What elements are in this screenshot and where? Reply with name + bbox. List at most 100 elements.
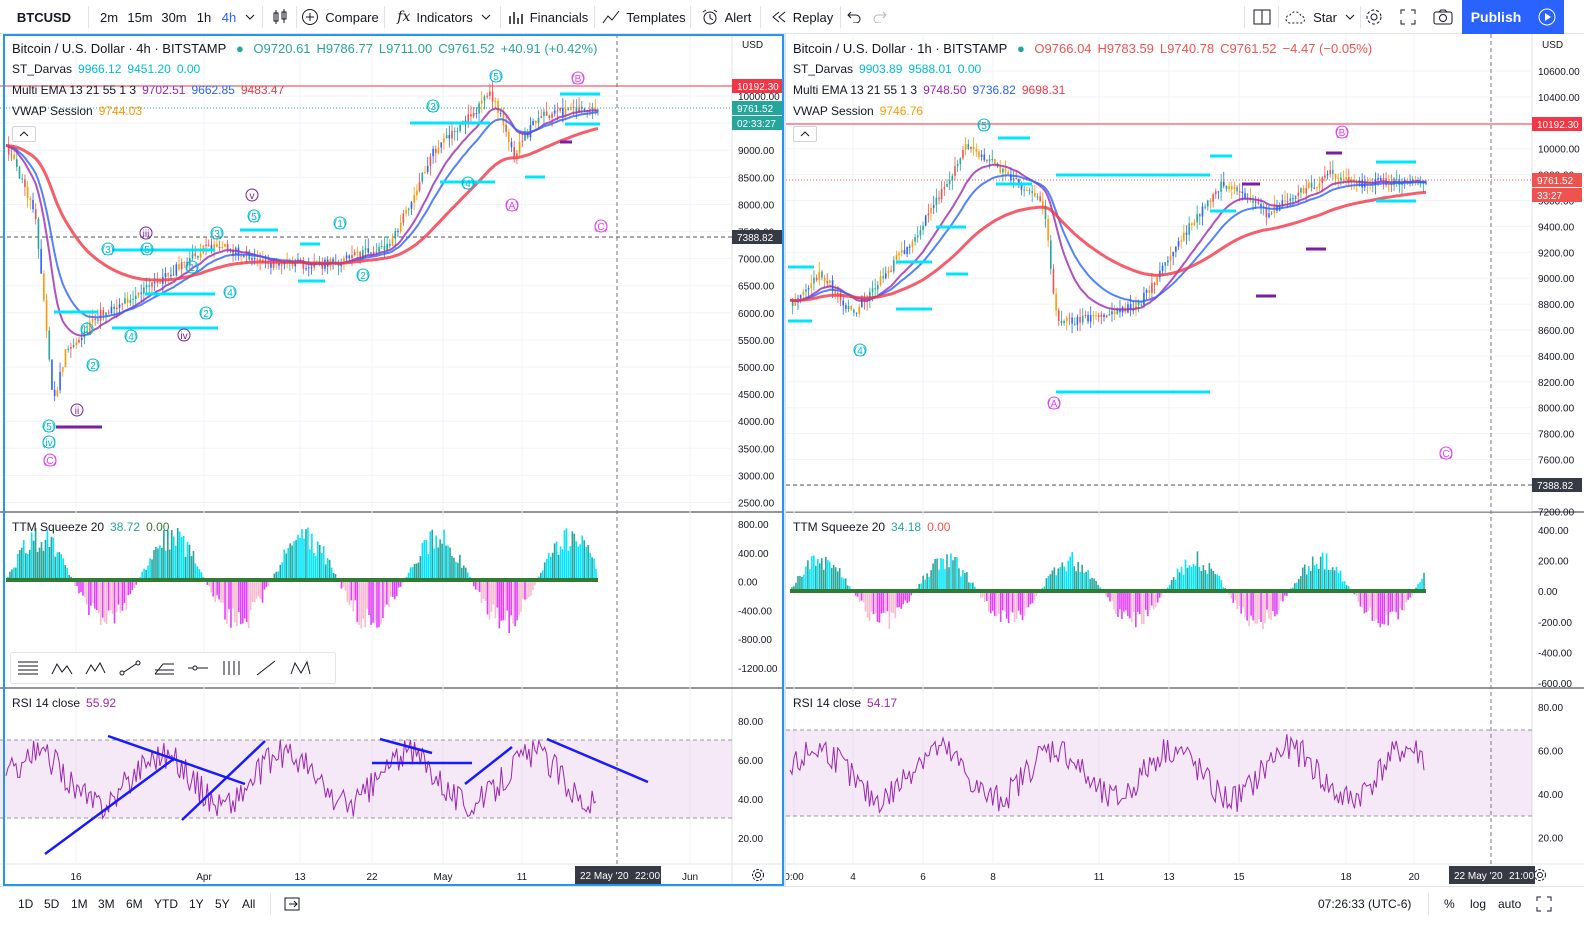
- play-icon[interactable]: [1530, 0, 1564, 34]
- line-tool-icon[interactable]: [249, 653, 283, 683]
- interval-30m[interactable]: 30m: [161, 9, 187, 25]
- left-vwap-legend[interactable]: VWAP Session 9744.03: [12, 104, 148, 118]
- left-ema-legend[interactable]: Multi EMA 13 21 55 1 3 9702.51 9662.85 9483…: [12, 83, 290, 97]
- financials-button[interactable]: Financials: [504, 0, 592, 34]
- price-tick-label: 8000.00: [738, 200, 775, 211]
- candle-body: [1185, 232, 1188, 235]
- right-change: −4.47 (−0.05%): [1282, 41, 1373, 56]
- replay-button[interactable]: Replay: [766, 0, 838, 34]
- undo-icon[interactable]: [844, 0, 864, 34]
- collapse-legend-button[interactable]: [793, 126, 817, 142]
- ttm-tick-label: 400.00: [1538, 526, 1569, 537]
- range-1y[interactable]: 1Y: [189, 897, 204, 911]
- camera-icon[interactable]: [1430, 0, 1456, 34]
- right-rsi-legend[interactable]: RSI 14 close 54.17: [793, 696, 903, 710]
- right-settings-gear-icon[interactable]: [1530, 866, 1550, 884]
- range-3m[interactable]: 3M: [98, 897, 115, 911]
- time-tick-label: 8: [990, 872, 996, 883]
- candle-body: [1305, 187, 1308, 194]
- expand-icon[interactable]: [1536, 896, 1552, 915]
- pane-divider[interactable]: [784, 34, 786, 886]
- interval-15m[interactable]: 15m: [127, 9, 153, 25]
- templates-button[interactable]: Templates: [600, 0, 688, 34]
- candles-icon[interactable]: [266, 0, 294, 34]
- right-vwap-legend[interactable]: VWAP Session 9746.76: [793, 104, 929, 118]
- candle-body: [407, 208, 410, 210]
- goto-date-icon[interactable]: [284, 896, 300, 915]
- candle-body: [1318, 183, 1321, 188]
- interval-dropdown-icon[interactable]: [242, 0, 258, 34]
- candle-body: [353, 252, 356, 255]
- interval-4h[interactable]: 4h: [221, 9, 237, 25]
- log-toggle[interactable]: log: [1470, 897, 1487, 911]
- range-1d[interactable]: 1D: [18, 897, 34, 911]
- right-chart-pane[interactable]: 10600.0010400.0010200.0010000.009800.009…: [786, 34, 1584, 886]
- rsi-tick-label: 80.00: [738, 717, 763, 728]
- elliott-abcd-tool-icon[interactable]: [45, 653, 79, 683]
- candle-body: [243, 255, 245, 257]
- auto-toggle[interactable]: auto: [1498, 897, 1522, 911]
- right-darvas-legend[interactable]: ST_Darvas 9903.89 9588.01 0.00: [793, 62, 987, 76]
- alert-button[interactable]: Alert: [696, 0, 756, 34]
- interval-1h[interactable]: 1h: [196, 9, 212, 25]
- fib-tool-icon[interactable]: [147, 653, 181, 683]
- candle-body: [124, 298, 126, 304]
- candle-body: [898, 252, 900, 256]
- candle-body: [359, 251, 361, 259]
- symbol-search[interactable]: BTCUSD: [16, 9, 72, 25]
- candle-body: [99, 309, 102, 321]
- right-ema-legend[interactable]: Multi EMA 13 21 55 1 3 9748.50 9736.82 9698…: [793, 83, 1071, 97]
- range-ytd[interactable]: YTD: [154, 897, 178, 911]
- range-5y[interactable]: 5Y: [215, 897, 230, 911]
- candle-body: [1230, 186, 1233, 190]
- price-tick-label: 7000.00: [738, 255, 775, 266]
- candle-body: [183, 262, 186, 264]
- vertical-lines-tool-icon[interactable]: [215, 653, 249, 683]
- settings-gear-icon[interactable]: [1362, 0, 1386, 34]
- layout-icon[interactable]: [1250, 0, 1274, 34]
- templates-label: Templates: [626, 9, 686, 25]
- left-settings-gear-icon[interactable]: [748, 866, 768, 884]
- candle-body: [337, 263, 340, 266]
- compare-button[interactable]: Compare: [300, 0, 380, 34]
- range-1m[interactable]: 1M: [71, 897, 88, 911]
- candle-body: [805, 289, 807, 292]
- left-chart-pane[interactable]: 10000.009500.009000.008500.008000.007500…: [0, 34, 784, 886]
- candle-body: [1414, 179, 1417, 181]
- right-ttm-legend[interactable]: TTM Squeeze 20 34.18 0.00: [793, 520, 956, 534]
- candle-body: [932, 205, 935, 208]
- candle-body: [429, 156, 432, 166]
- redo-icon[interactable]: [870, 0, 890, 34]
- candle-body: [877, 285, 879, 290]
- indicators-button[interactable]: fx Indicators: [390, 0, 498, 34]
- percent-toggle[interactable]: %: [1444, 897, 1455, 911]
- time-tick-label: Apr: [196, 872, 212, 883]
- candle-body: [1201, 206, 1204, 217]
- collapse-legend-button[interactable]: [12, 126, 36, 142]
- trend-line-tool-icon[interactable]: [113, 653, 147, 683]
- candle-body: [980, 154, 983, 158]
- left-rsi-legend[interactable]: RSI 14 close 55.92: [12, 696, 122, 710]
- chevron-up-icon: [19, 131, 29, 137]
- star-button[interactable]: Star: [1282, 0, 1358, 34]
- elliott-wave-tool-icon[interactable]: [79, 653, 113, 683]
- candle-body: [164, 273, 167, 278]
- left-ttm-legend[interactable]: TTM Squeeze 20 38.72 0.00: [12, 520, 175, 534]
- candle-body: [234, 247, 237, 256]
- candle-body: [962, 150, 964, 159]
- fullscreen-icon[interactable]: [1396, 0, 1420, 34]
- interval-2m[interactable]: 2m: [99, 9, 119, 25]
- wave-label-circle: [333, 216, 347, 230]
- range-all[interactable]: All: [242, 897, 256, 911]
- range-5d[interactable]: 5D: [44, 897, 60, 911]
- clock[interactable]: 07:26:33 (UTC-6): [1318, 897, 1412, 911]
- publish-button[interactable]: Publish: [1462, 0, 1530, 34]
- candle-body: [1073, 323, 1076, 325]
- horizontal-lines-tool-icon[interactable]: [11, 653, 45, 683]
- left-darvas-legend[interactable]: ST_Darvas 9966.12 9451.20 0.00: [12, 62, 206, 76]
- range-6m[interactable]: 6M: [126, 897, 143, 911]
- pattern-tool-icon[interactable]: [283, 653, 317, 683]
- candle-body: [821, 271, 823, 278]
- horizontal-ray-tool-icon[interactable]: [181, 653, 215, 683]
- price-tick-label: 9200.00: [1538, 248, 1575, 259]
